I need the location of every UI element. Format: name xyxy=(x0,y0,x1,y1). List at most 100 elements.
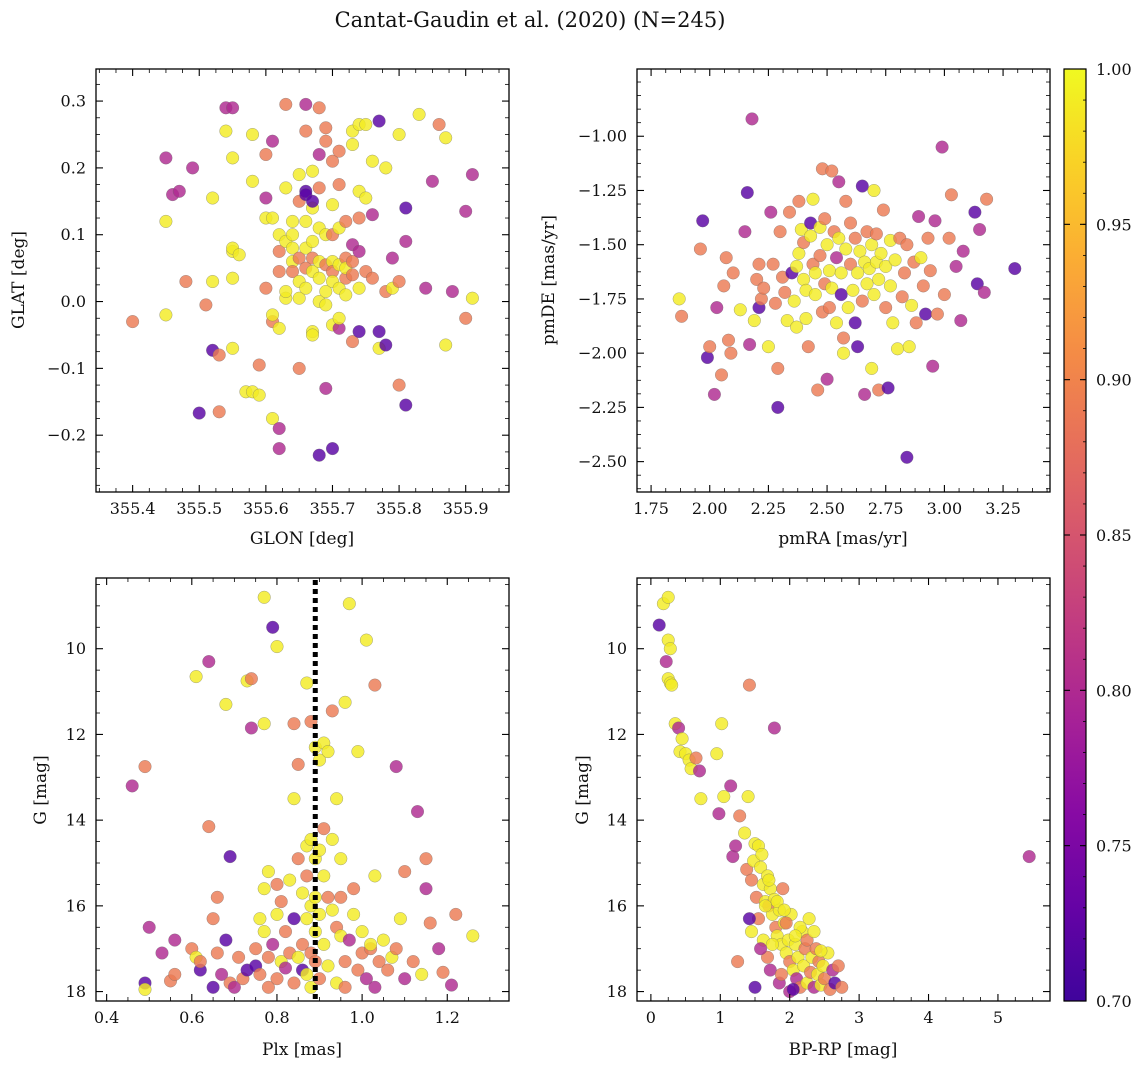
pm-point xyxy=(743,337,757,352)
cmd-point xyxy=(665,678,679,692)
sky-point xyxy=(385,251,399,265)
pm-xtick-label: 2.50 xyxy=(809,499,845,518)
pm-point xyxy=(752,257,766,271)
plx-point xyxy=(283,873,297,887)
plx-point xyxy=(449,907,463,921)
sky-point xyxy=(459,204,473,218)
plx-point xyxy=(142,920,156,934)
sky-point xyxy=(159,214,173,228)
cmd-point xyxy=(779,916,793,930)
plx-point xyxy=(295,886,310,900)
pm-point xyxy=(717,279,731,293)
plx-point xyxy=(359,972,373,986)
sky-point xyxy=(325,442,340,456)
sky-point xyxy=(445,284,459,299)
pm-point xyxy=(930,307,944,321)
pm-xtick-label: 2.00 xyxy=(692,499,728,518)
cmd-point xyxy=(802,912,816,926)
pm-point xyxy=(839,194,853,208)
pm-point xyxy=(879,301,893,315)
sky-point xyxy=(272,442,286,456)
sky-point xyxy=(439,338,453,352)
plx-point xyxy=(406,955,420,969)
pm-point xyxy=(860,277,874,291)
pm-point xyxy=(740,186,754,200)
pm-point xyxy=(747,314,761,328)
pm-point xyxy=(832,231,846,245)
sky-axes-frame xyxy=(95,68,510,493)
plx-point xyxy=(168,933,182,947)
cmd-point xyxy=(724,779,738,793)
pm-point xyxy=(865,361,879,375)
colorbar-tick-label: 0.85 xyxy=(1096,526,1132,545)
cmd-point xyxy=(1022,850,1036,864)
pm-ytick-label: −2.25 xyxy=(578,398,627,417)
pm-point xyxy=(750,272,764,286)
plx-point xyxy=(317,937,331,951)
plx-axes-frame xyxy=(95,577,510,1002)
pm-point xyxy=(818,212,832,226)
cmd-point xyxy=(663,642,677,656)
pm-point xyxy=(836,331,851,345)
colorbar-tick-label: 1.00 xyxy=(1096,60,1132,79)
plx-point xyxy=(278,925,293,939)
plx-point xyxy=(266,620,280,634)
pm-point xyxy=(977,285,991,299)
cmd-point xyxy=(712,807,726,821)
cmd-point xyxy=(776,882,790,896)
sky-point xyxy=(232,248,246,262)
sky-point xyxy=(265,308,280,322)
cmd-point xyxy=(733,809,747,823)
sky-point xyxy=(265,211,280,225)
sky-point xyxy=(325,198,340,212)
pm-point xyxy=(970,277,984,291)
plx-point xyxy=(321,959,335,973)
sky-point xyxy=(419,281,433,295)
pm-xtick-label: 2.75 xyxy=(868,499,904,518)
sky-point xyxy=(332,178,346,192)
sky-point xyxy=(245,127,260,142)
plx-ytick-label: 18 xyxy=(66,982,86,1001)
plx-point xyxy=(253,912,267,926)
sky-xtick-label: 355.8 xyxy=(376,499,422,518)
plx-point xyxy=(321,890,335,904)
pm-point xyxy=(811,383,825,397)
cmd-point xyxy=(831,959,845,973)
plx-point xyxy=(210,890,224,904)
cmd-ytick-label: 18 xyxy=(607,982,627,1001)
sky-point xyxy=(172,184,186,198)
cmd-point xyxy=(729,839,743,853)
pm-point xyxy=(773,225,787,239)
pm-point xyxy=(921,231,935,245)
sky-points xyxy=(126,97,479,462)
plx-point xyxy=(291,950,305,964)
sky-point xyxy=(285,241,300,255)
plx-xtick-label: 1.0 xyxy=(349,1008,374,1027)
sky-point xyxy=(292,361,306,375)
pm-point xyxy=(944,188,958,202)
sky-point xyxy=(325,154,340,168)
plx-point xyxy=(261,865,275,879)
pm-point xyxy=(675,309,689,323)
pm-point xyxy=(733,303,747,317)
sky-point xyxy=(219,124,233,138)
pm-point xyxy=(757,281,771,295)
plx-point xyxy=(338,980,352,994)
pm-axes-frame xyxy=(636,68,1051,493)
cmd-axes-frame xyxy=(636,577,1051,1002)
pm-point xyxy=(919,307,933,321)
plx-point xyxy=(257,925,271,939)
sky-point xyxy=(319,298,333,312)
sky-point xyxy=(259,191,273,205)
pm-point xyxy=(895,290,909,304)
sky-point xyxy=(352,325,366,339)
sky-point xyxy=(259,281,273,295)
plx-point xyxy=(244,721,258,735)
pm-point xyxy=(829,251,844,265)
plx-point xyxy=(219,697,233,711)
cmd-point xyxy=(807,925,821,939)
sky-point xyxy=(345,254,360,269)
sky-ytick-label: 0.3 xyxy=(61,92,86,111)
plx-point xyxy=(219,933,233,947)
sky-point xyxy=(465,291,479,305)
